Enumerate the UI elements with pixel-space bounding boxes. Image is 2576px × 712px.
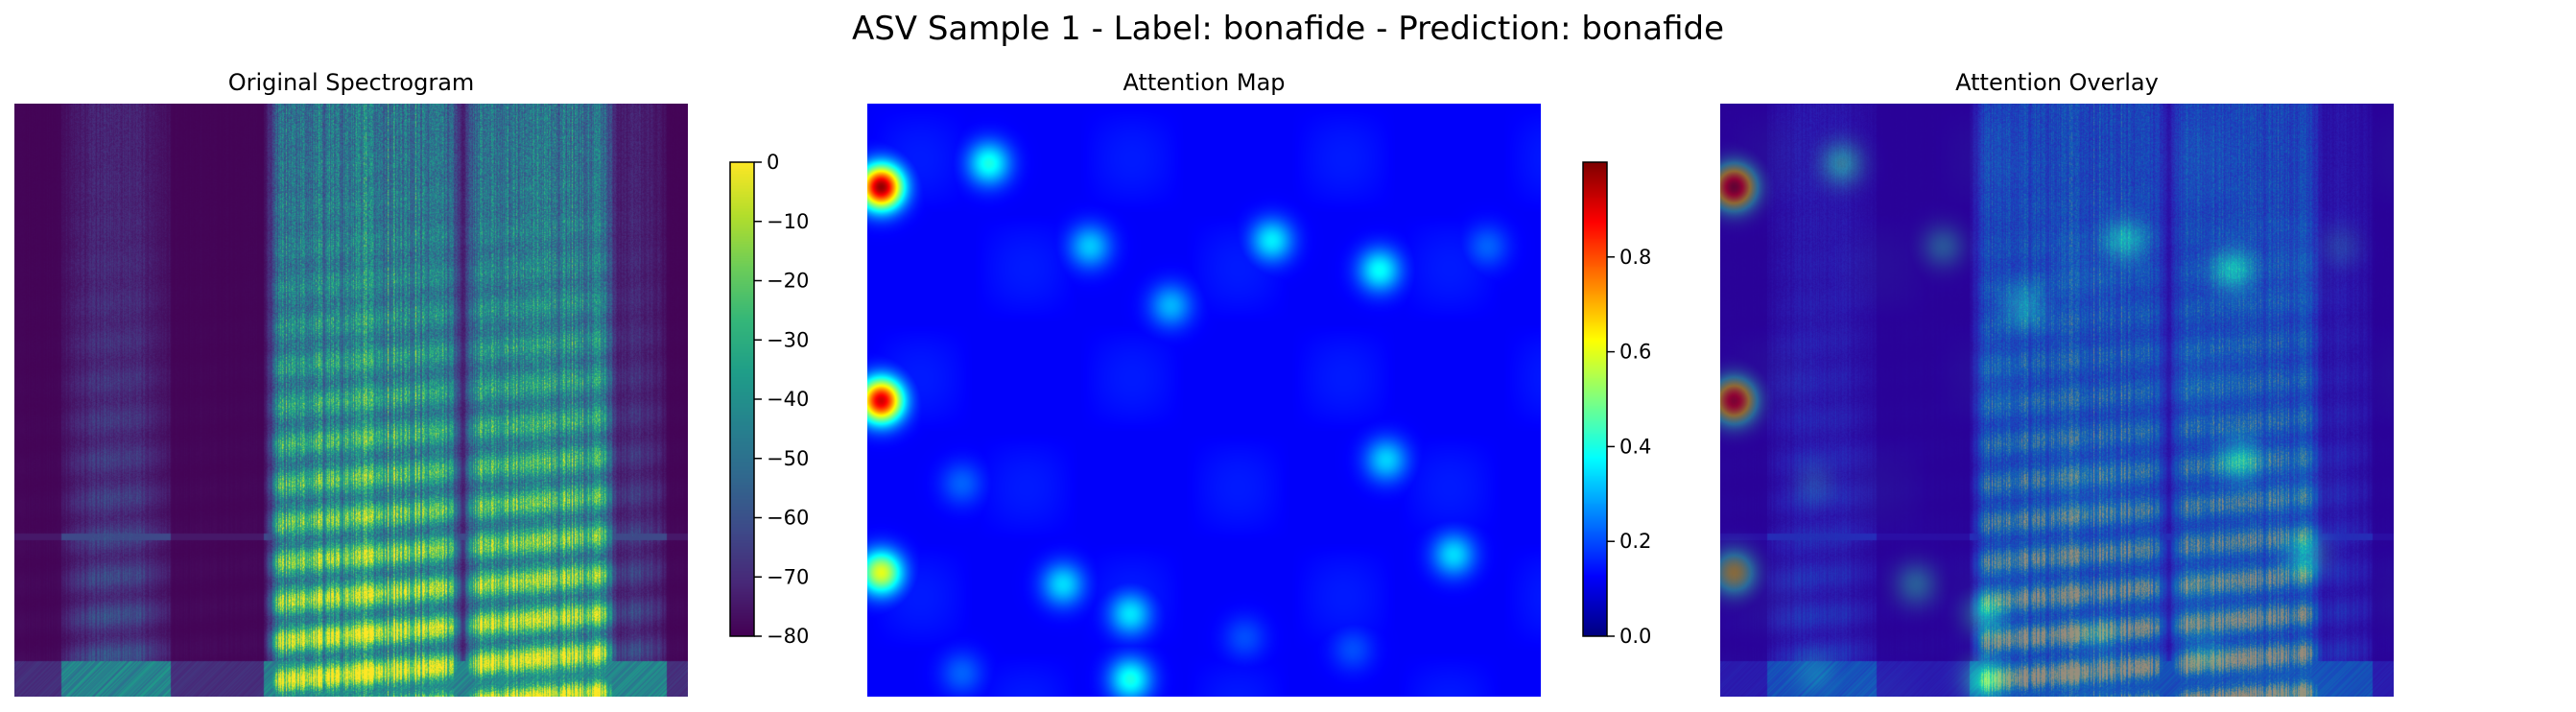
spectrogram-colorbar-tick-label: 0 — [767, 151, 779, 174]
spectrogram-colorbar-tick-label: −60 — [767, 507, 809, 530]
spectrogram-title: Original Spectrogram — [227, 69, 475, 96]
attention-colorbar-tick-label: 0.2 — [1619, 530, 1651, 553]
attention-heatmap — [867, 104, 1541, 697]
attention-colorbar — [1583, 162, 1607, 636]
attention-colorbar-frame — [1582, 161, 1608, 637]
spectrogram-colorbar-tick-label: −20 — [767, 270, 809, 293]
overlay-title: Attention Overlay — [1955, 69, 2159, 96]
spectrogram-colorbar-tick-label: −70 — [767, 565, 809, 588]
spectrogram-heatmap — [14, 104, 688, 697]
attention-map-title: Attention Map — [1123, 69, 1286, 96]
spectrogram-colorbar — [730, 162, 754, 636]
attention-colorbar-tick-label: 0.4 — [1619, 435, 1651, 458]
spectrogram-colorbar-tick-label: −50 — [767, 447, 809, 470]
spectrogram-colorbar-tick-label: −40 — [767, 388, 809, 411]
spectrogram-colorbar-tick-label: −80 — [767, 625, 809, 648]
figure-title: ASV Sample 1 - Label: bonafide - Predict… — [851, 10, 1725, 48]
spectrogram-colorbar-tick-label: −30 — [767, 328, 809, 351]
attention-colorbar-tick-label: 0.8 — [1619, 246, 1651, 269]
spectrogram-colorbar-tick-label: −10 — [767, 210, 809, 233]
overlay-heatmap — [1720, 104, 2394, 697]
attention-colorbar-tick-label: 0.0 — [1619, 625, 1651, 648]
spectrogram-colorbar-frame — [729, 161, 755, 637]
attention-colorbar-tick-label: 0.6 — [1619, 341, 1651, 364]
